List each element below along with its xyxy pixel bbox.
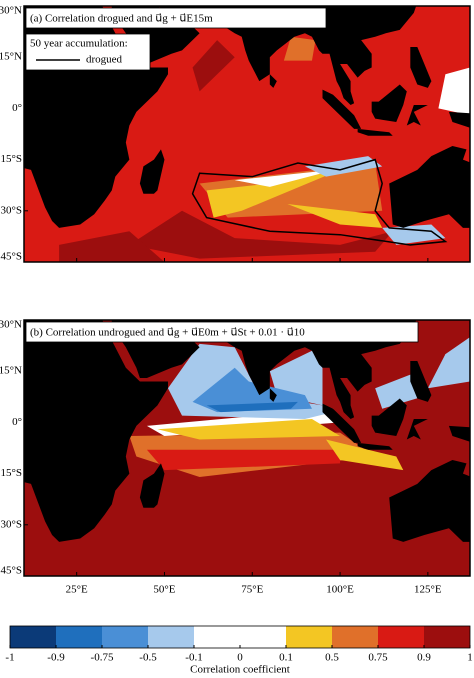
y-tick-label: 30°S [0, 204, 22, 216]
land [448, 425, 470, 442]
legend-box [25, 33, 151, 71]
colorbar-tick-label: 0.9 [417, 652, 431, 664]
colorbar-segment [194, 626, 240, 648]
land [406, 104, 428, 126]
land [139, 149, 165, 194]
land [410, 360, 432, 402]
correlation-patch [287, 203, 383, 228]
land [389, 459, 470, 542]
correlation-patch [438, 67, 470, 116]
annotations: 30°N 15°N 0° 15°S 30°S 45°S (a) Correlation dr… [0, 5, 473, 676]
correlation-patch [206, 169, 341, 218]
colorbar-label: Correlation coefficient [190, 664, 290, 676]
colorbar-segment [102, 626, 148, 648]
colorbar-segment [240, 626, 286, 648]
y-tick-label: 30°N [0, 5, 22, 17]
y-tick-label: 0° [12, 102, 22, 114]
correlation-patch [234, 163, 362, 187]
colorbar-segment [378, 626, 424, 648]
correlation-patch [283, 36, 316, 61]
y-tick-label: 15°N [0, 51, 22, 63]
y-tick-label: 15°S [0, 467, 22, 479]
correlation-patch [382, 224, 446, 245]
legend-title: 50 year accumulation: [30, 38, 128, 50]
title-box [25, 7, 327, 29]
land [371, 84, 407, 123]
correlation-patch [157, 418, 341, 440]
land [406, 418, 428, 440]
correlation-patch [206, 401, 298, 413]
drogued-contour [191, 158, 448, 246]
y-tick-label: 15°S [0, 153, 22, 165]
correlation-patch [129, 210, 393, 259]
y-tick-label: 0° [12, 416, 22, 428]
colorbar-tick-label: 0.1 [279, 652, 293, 664]
land [322, 403, 362, 443]
y-tick-label: 45°S [0, 251, 22, 263]
correlation-patch [326, 439, 404, 471]
land [410, 46, 432, 88]
colorbar-tick-label: 0.75 [368, 652, 388, 664]
land [157, 320, 417, 419]
y-tick-label: 30°S [0, 518, 22, 530]
x-tick-label: 50°E [153, 584, 175, 596]
colorbar-tick-label: -1 [5, 652, 14, 664]
y-tick-label: 15°N [0, 365, 22, 377]
panel-frame [23, 319, 471, 577]
land [157, 6, 417, 105]
correlation-patch [427, 337, 470, 389]
land [371, 398, 407, 437]
land [139, 463, 165, 508]
colorbar-segment [332, 626, 378, 648]
land [448, 111, 470, 128]
correlation-patch [304, 156, 383, 177]
colorbar-segment [286, 626, 332, 648]
legend-entry: drogued [86, 54, 123, 66]
colorbar-tick-label: 0 [237, 652, 243, 664]
colorbar-tick-label: -0.5 [139, 652, 157, 664]
colorbar-tick-label: 1 [467, 652, 473, 664]
y-tick-label: 30°N [0, 319, 22, 331]
panel-title: (b) Correlation undrogued and u⃗g + u⃗E0… [30, 327, 305, 339]
panel-title: (a) Correlation drogued and u⃗g + u⃗E15m [30, 13, 213, 25]
correlation-patch [146, 449, 341, 471]
x-tick-label: 75°E [241, 584, 263, 596]
correlation-patch [192, 40, 235, 92]
x-tick-label: 125°E [414, 584, 442, 596]
x-tick-label: 25°E [66, 584, 88, 596]
land [389, 145, 470, 228]
map-panel-b [24, 320, 470, 576]
y-tick-label: 45°S [0, 565, 22, 577]
title-box [25, 321, 419, 343]
land [24, 320, 168, 542]
land [322, 89, 362, 129]
correlation-patch [192, 367, 312, 413]
land [357, 442, 393, 450]
colorbar-segment [148, 626, 194, 648]
colorbar-segment [424, 626, 470, 648]
colorbar-segment [10, 626, 56, 648]
colorbar-tick-label: -0.75 [91, 652, 114, 664]
colorbar-tick-label: -0.1 [185, 652, 202, 664]
land [269, 388, 277, 402]
correlation-patch [59, 231, 165, 262]
colorbar-segment [56, 626, 102, 648]
land [269, 74, 277, 88]
x-tick-label: 100°E [326, 584, 354, 596]
colorbar-tick-label: -0.9 [47, 652, 65, 664]
colorbar-tick-label: 0.5 [325, 652, 339, 664]
land [357, 128, 393, 136]
panel-frame [23, 5, 471, 263]
